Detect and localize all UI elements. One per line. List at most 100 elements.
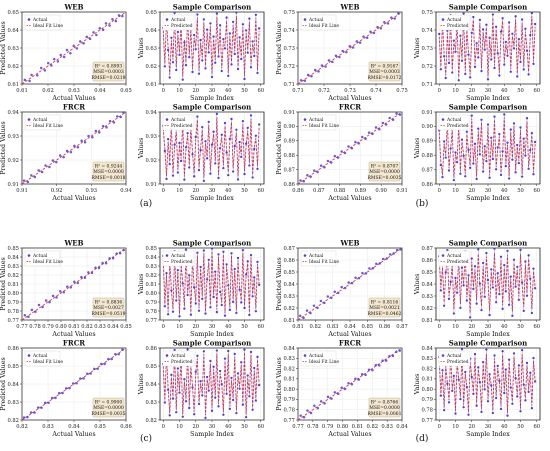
data-point xyxy=(33,411,36,414)
x-tick-label: 0.78 xyxy=(307,424,319,430)
actual-point xyxy=(251,408,254,411)
data-point xyxy=(61,391,64,395)
actual-point xyxy=(493,66,496,70)
data-point xyxy=(73,144,76,148)
data-point xyxy=(82,377,85,380)
x-axis-label: Sample Index xyxy=(466,195,510,202)
actual-point xyxy=(512,258,516,261)
x-tick-label: 0.94 xyxy=(120,188,132,194)
data-point xyxy=(114,19,118,23)
x-tick-label: 0.75 xyxy=(396,88,408,94)
actual-point xyxy=(462,154,465,158)
actual-point xyxy=(475,302,478,305)
x-axis-label: Actual Values xyxy=(327,331,371,338)
actual-point xyxy=(166,388,170,391)
x-tick-label: 0 xyxy=(438,88,441,94)
x-tick-label: 0.86 xyxy=(292,188,304,194)
chart-panel-6: 0 10 20 30 40 50 60 0.71 0.72 0.73 0.74 0.75 Sample … xyxy=(414,3,541,102)
actual-point xyxy=(449,147,452,150)
data-point xyxy=(302,415,306,419)
actual-point xyxy=(520,18,524,21)
data-point xyxy=(299,179,302,182)
legend-box xyxy=(162,250,195,267)
data-point xyxy=(309,411,313,415)
legend-box xyxy=(162,350,195,367)
actual-point xyxy=(522,137,525,140)
data-point xyxy=(351,46,355,49)
y-axis-label: Predicted Values xyxy=(0,21,7,75)
actual-point xyxy=(529,33,532,37)
actual-point xyxy=(207,51,210,54)
actual-point xyxy=(235,412,238,415)
y-tick-label: 0.77 xyxy=(145,318,157,324)
chart-panel-12: 0 10 20 30 40 50 60 0.82 0.83 0.84 0.85 0.86 Sample … xyxy=(138,339,265,438)
data-point xyxy=(336,156,340,159)
actual-point xyxy=(491,411,495,415)
actual-series-line xyxy=(163,248,260,317)
plot-border xyxy=(159,111,265,185)
data-point xyxy=(117,352,120,356)
y-tick-label: 0.82 xyxy=(145,418,157,424)
actual-point xyxy=(506,141,509,144)
actual-point xyxy=(499,407,503,411)
y-tick-label: 0.83 xyxy=(283,294,295,300)
data-point xyxy=(33,175,37,179)
data-point xyxy=(39,66,43,70)
legend-box xyxy=(24,114,61,131)
actual-point xyxy=(455,160,459,164)
actual-point xyxy=(525,117,529,120)
actual-point xyxy=(246,51,249,54)
legend-actual-label: Actual xyxy=(446,354,462,359)
actual-point xyxy=(214,162,217,165)
data-point xyxy=(54,396,57,400)
actual-point xyxy=(197,168,201,172)
actual-point xyxy=(186,131,189,135)
legend-actual-label: Actual xyxy=(308,18,324,23)
data-point xyxy=(305,309,309,312)
x-tick-label: 60 xyxy=(533,188,540,194)
data-point xyxy=(374,126,378,129)
actual-point xyxy=(465,385,469,389)
x-tick-label: 20 xyxy=(468,324,475,330)
data-point xyxy=(306,173,309,177)
data-point xyxy=(101,28,105,32)
data-point xyxy=(378,262,382,265)
legend-predicted-label: Predicted xyxy=(171,360,193,365)
x-tick-label: 10 xyxy=(176,188,183,194)
actual-point xyxy=(467,148,470,151)
legend-actual-marker xyxy=(165,354,169,357)
actual-point xyxy=(527,254,530,257)
actual-point xyxy=(241,23,245,26)
y-tick-label: 0.74 xyxy=(283,28,295,34)
actual-point xyxy=(243,173,246,176)
actual-point xyxy=(181,282,184,285)
actual-point xyxy=(438,32,441,36)
actual-point xyxy=(227,74,230,78)
actual-point xyxy=(480,118,483,121)
x-tick-label: 20 xyxy=(192,424,199,430)
actual-point xyxy=(455,291,459,294)
data-point xyxy=(357,276,361,280)
data-point xyxy=(111,17,114,21)
chart-panel-4: 0 10 20 30 40 50 60 0.91 0.92 0.93 0.94 Sample Comp… xyxy=(138,103,265,202)
data-point xyxy=(347,145,350,148)
actual-point xyxy=(205,28,209,31)
actual-point xyxy=(496,364,499,368)
actual-point xyxy=(176,268,180,272)
data-point xyxy=(69,150,73,154)
actual-point xyxy=(236,256,240,260)
actual-point xyxy=(217,176,220,180)
y-tick-label: 0.81 xyxy=(283,318,295,324)
y-tick-label: 0.93 xyxy=(145,134,157,140)
legend-actual-label: Actual xyxy=(170,354,186,359)
legend-actual-label: Actual xyxy=(308,354,324,359)
actual-point xyxy=(178,141,181,145)
x-tick-label: 0.80 xyxy=(55,324,67,330)
data-point xyxy=(37,169,40,172)
actual-point xyxy=(498,74,501,77)
actual-point xyxy=(517,298,521,301)
y-axis-label: Values xyxy=(138,274,145,296)
data-point xyxy=(108,119,112,123)
legend-ideal-label: Ideal Fit Line xyxy=(309,260,339,265)
